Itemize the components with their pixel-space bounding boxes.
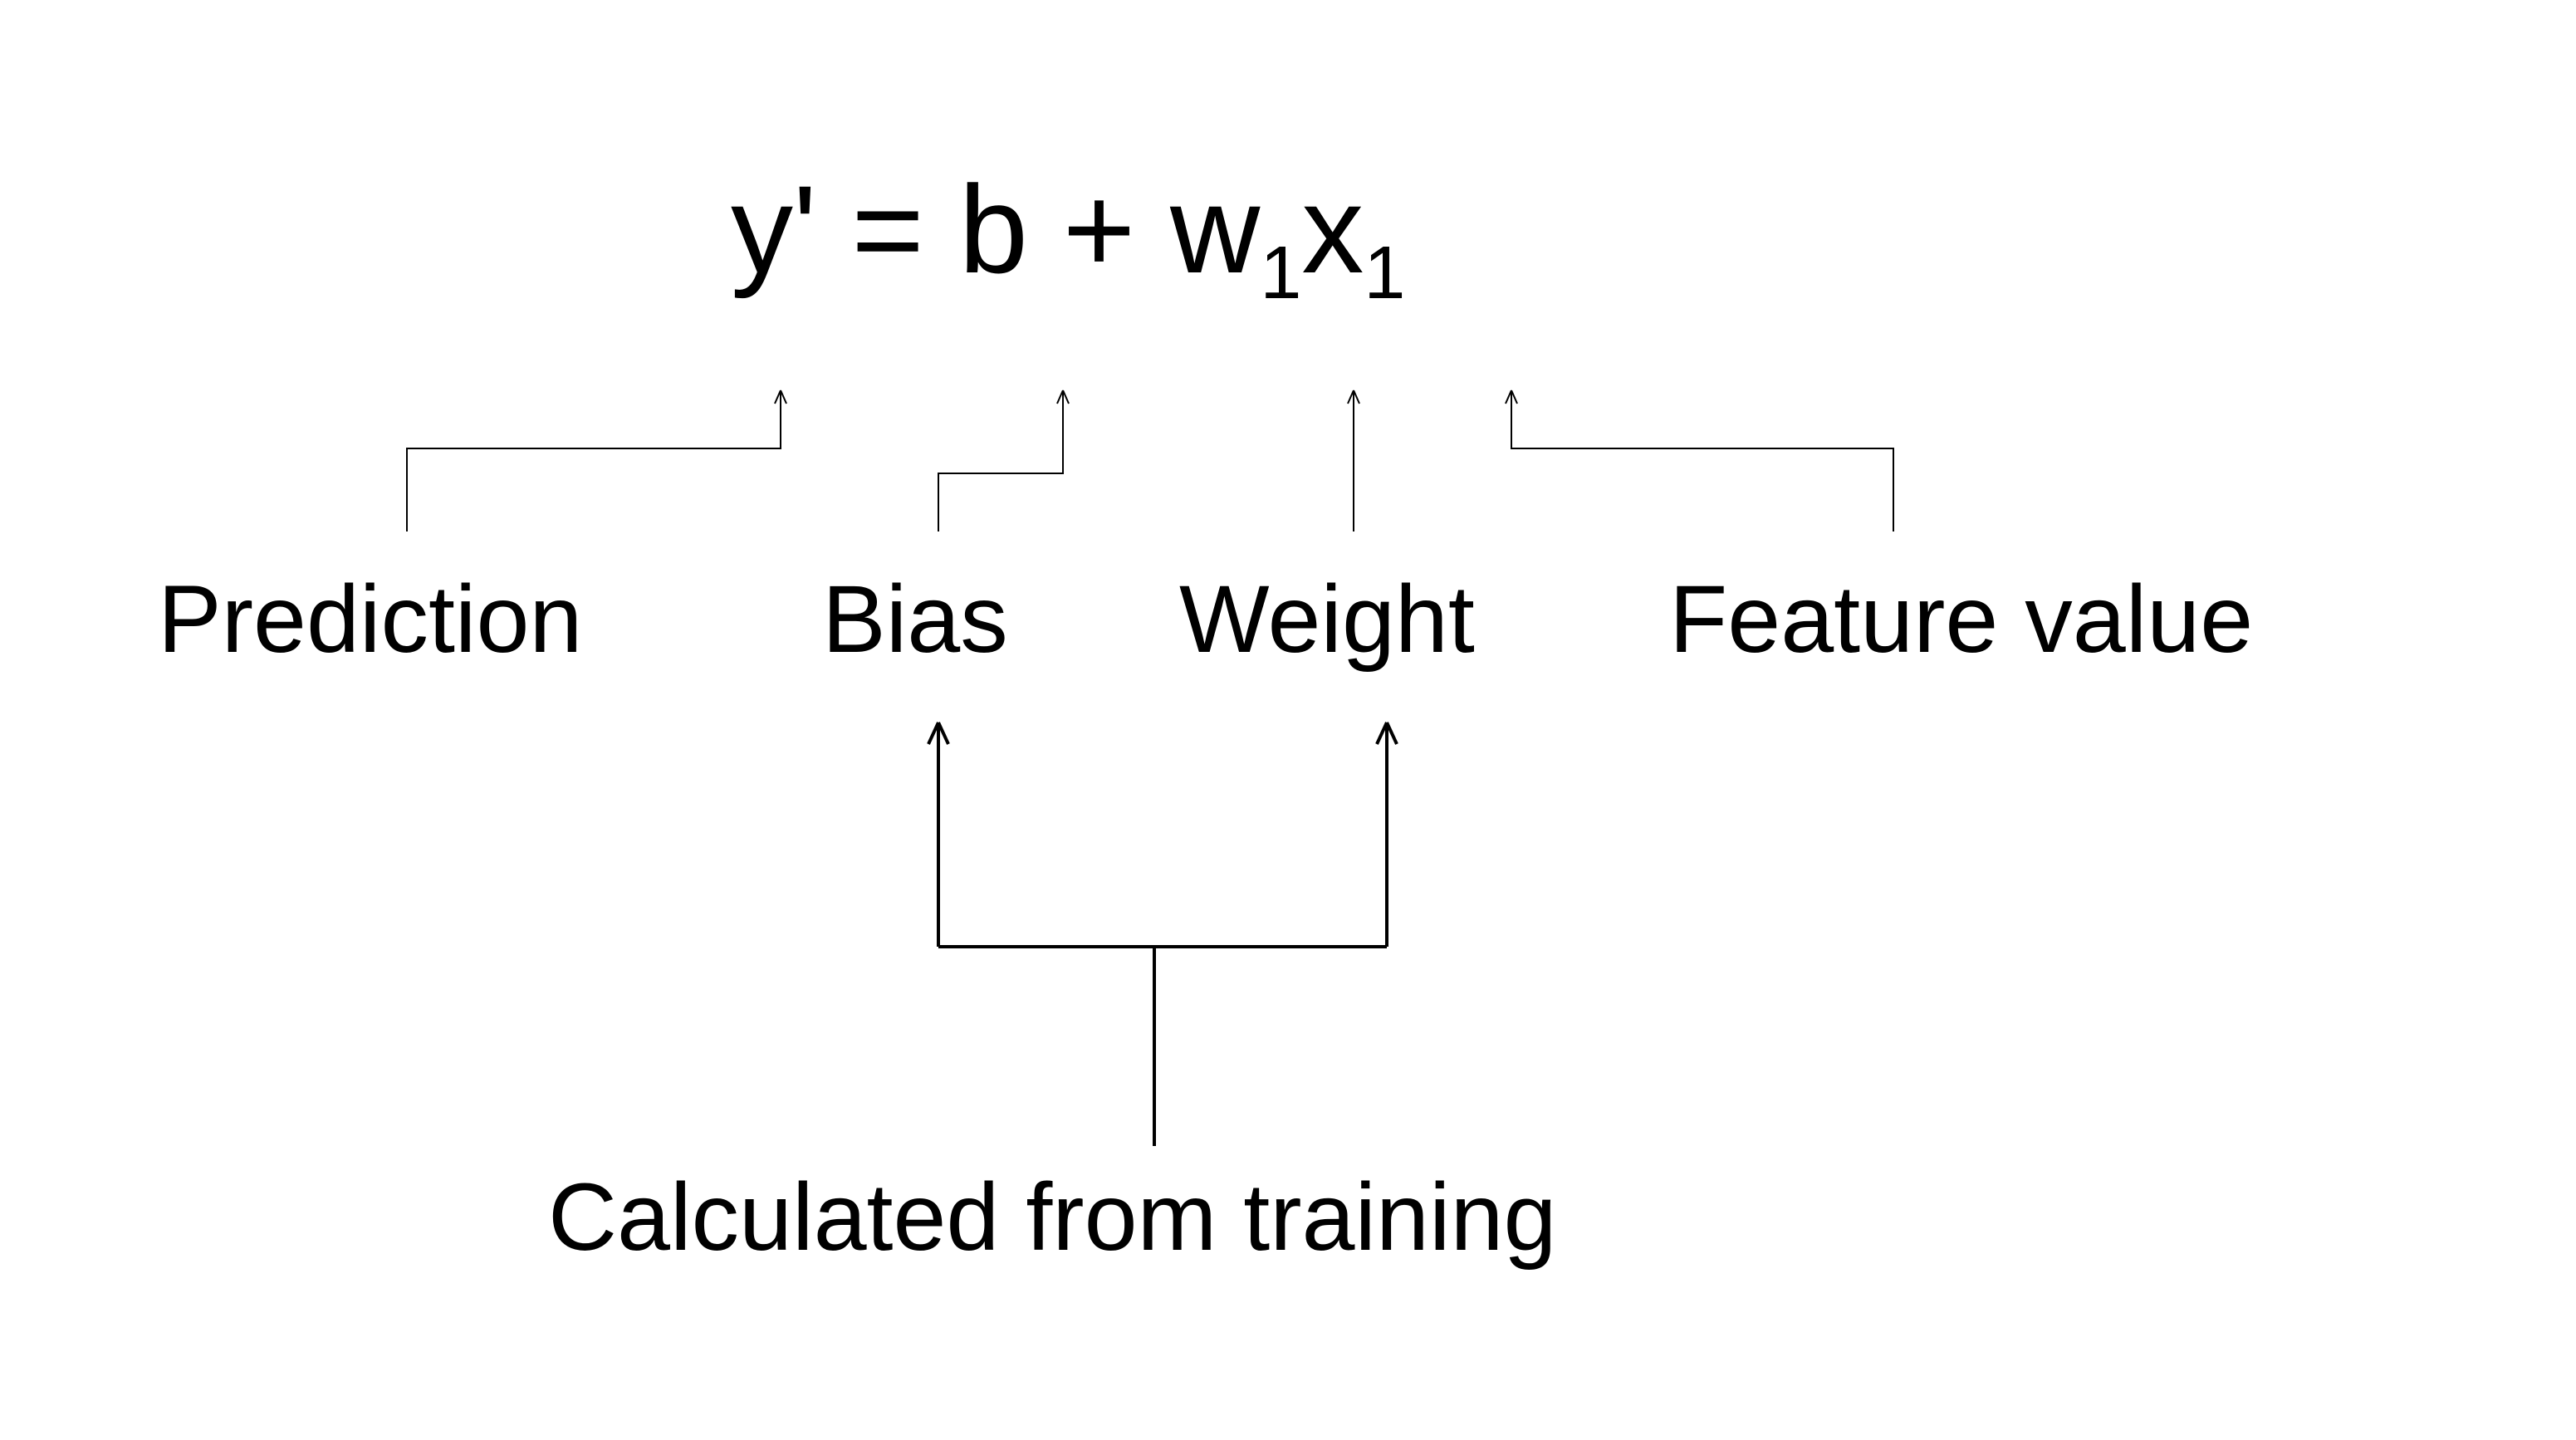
label-bias: Bias xyxy=(822,565,1008,674)
equation-y: y' xyxy=(731,159,817,299)
equation-plus: + xyxy=(1028,159,1170,299)
equation-b: b xyxy=(959,159,1028,299)
equation-equals: = xyxy=(817,159,959,299)
equation-x: x xyxy=(1301,159,1364,299)
connector-bias xyxy=(938,390,1069,531)
equation-w-sub: 1 xyxy=(1260,232,1301,315)
connector-feature xyxy=(1506,390,1893,531)
linear-equation: y' = b + w1x1 xyxy=(731,158,1405,316)
label-calculated-from-training: Calculated from training xyxy=(548,1163,1556,1272)
label-prediction: Prediction xyxy=(158,565,582,674)
equation-w: w xyxy=(1170,159,1260,299)
label-feature-value: Feature value xyxy=(1669,565,2253,674)
label-weight: Weight xyxy=(1179,565,1475,674)
connector-weight xyxy=(1348,390,1359,531)
connector-training-bracket xyxy=(928,722,1397,1146)
connector-prediction xyxy=(407,390,786,531)
equation-x-sub: 1 xyxy=(1364,232,1405,315)
